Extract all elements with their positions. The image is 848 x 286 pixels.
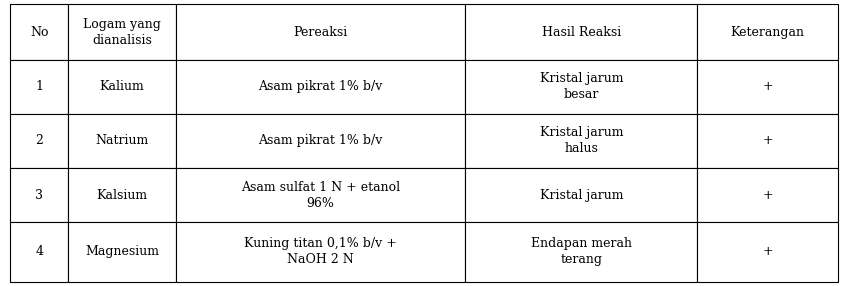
Bar bbox=[10, 222, 68, 282]
Bar bbox=[697, 60, 838, 114]
Text: +: + bbox=[762, 245, 773, 258]
Text: Pereaksi: Pereaksi bbox=[293, 25, 348, 39]
Text: 3: 3 bbox=[35, 188, 43, 202]
Text: Asam sulfat 1 N + etanol
96%: Asam sulfat 1 N + etanol 96% bbox=[241, 180, 400, 210]
Bar bbox=[466, 114, 697, 168]
Bar bbox=[10, 168, 68, 222]
Text: Kristal jarum
besar: Kristal jarum besar bbox=[539, 72, 623, 101]
Bar bbox=[176, 222, 466, 282]
Text: No: No bbox=[30, 25, 48, 39]
Text: Endapan merah
terang: Endapan merah terang bbox=[531, 237, 632, 266]
Bar bbox=[68, 4, 176, 60]
Text: 2: 2 bbox=[36, 134, 43, 147]
Bar bbox=[176, 60, 466, 114]
Bar bbox=[697, 4, 838, 60]
Text: 1: 1 bbox=[35, 80, 43, 93]
Bar bbox=[10, 4, 68, 60]
Bar bbox=[697, 114, 838, 168]
Text: Logam yang
dianalisis: Logam yang dianalisis bbox=[83, 17, 161, 47]
Bar bbox=[466, 168, 697, 222]
Bar bbox=[68, 60, 176, 114]
Text: Kalium: Kalium bbox=[99, 80, 144, 93]
Text: Keterangan: Keterangan bbox=[730, 25, 805, 39]
Text: Kalsium: Kalsium bbox=[97, 188, 148, 202]
Text: Natrium: Natrium bbox=[95, 134, 148, 147]
Text: Magnesium: Magnesium bbox=[85, 245, 159, 258]
Bar bbox=[466, 60, 697, 114]
Text: Kristal jarum: Kristal jarum bbox=[539, 188, 623, 202]
Bar bbox=[466, 222, 697, 282]
Bar bbox=[176, 168, 466, 222]
Bar bbox=[176, 114, 466, 168]
Bar bbox=[697, 222, 838, 282]
Text: Hasil Reaksi: Hasil Reaksi bbox=[542, 25, 621, 39]
Text: Kristal jarum
halus: Kristal jarum halus bbox=[539, 126, 623, 155]
Text: +: + bbox=[762, 188, 773, 202]
Bar bbox=[10, 60, 68, 114]
Text: Asam pikrat 1% b/v: Asam pikrat 1% b/v bbox=[259, 80, 382, 93]
Text: Kuning titan 0,1% b/v +
NaOH 2 N: Kuning titan 0,1% b/v + NaOH 2 N bbox=[244, 237, 397, 266]
Bar bbox=[10, 114, 68, 168]
Bar bbox=[466, 4, 697, 60]
Bar bbox=[697, 168, 838, 222]
Text: +: + bbox=[762, 134, 773, 147]
Bar bbox=[68, 222, 176, 282]
Bar bbox=[68, 168, 176, 222]
Bar bbox=[176, 4, 466, 60]
Text: 4: 4 bbox=[35, 245, 43, 258]
Text: Asam pikrat 1% b/v: Asam pikrat 1% b/v bbox=[259, 134, 382, 147]
Text: +: + bbox=[762, 80, 773, 93]
Bar bbox=[68, 114, 176, 168]
